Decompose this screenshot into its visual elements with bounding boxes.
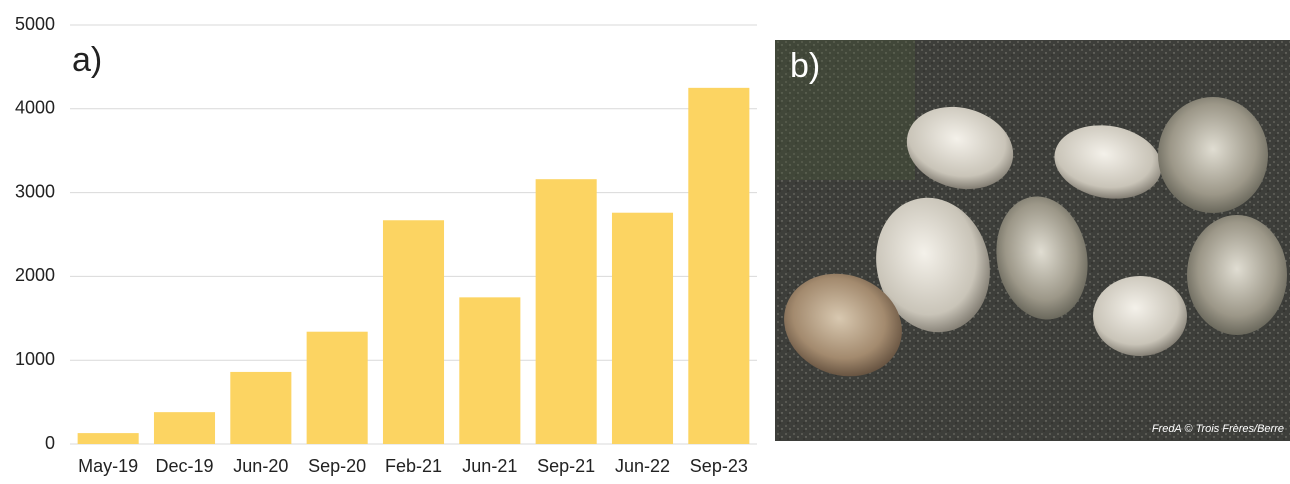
bar <box>153 412 216 444</box>
x-tick-label: Jun-21 <box>462 456 517 476</box>
x-tick-label: Sep-23 <box>690 456 748 476</box>
x-tick-label: Dec-19 <box>155 456 213 476</box>
x-tick-label: Sep-21 <box>537 456 595 476</box>
bar <box>306 331 368 444</box>
photo: b) FredA © Trois Frères/Berre <box>775 40 1290 441</box>
shell <box>784 273 902 377</box>
shell <box>996 196 1088 320</box>
y-tick-label: 2000 <box>15 265 55 285</box>
bar <box>230 371 292 444</box>
algae <box>775 40 915 180</box>
shell <box>1093 276 1187 356</box>
photo-credit: FredA © Trois Frères/Berre <box>1152 423 1284 435</box>
photo-panel-label: b) <box>790 47 820 85</box>
bar <box>688 87 750 444</box>
shell <box>906 106 1014 190</box>
shell <box>876 197 990 333</box>
x-tick-label: Jun-20 <box>233 456 288 476</box>
bar <box>611 212 674 444</box>
shell <box>1054 125 1162 199</box>
shell <box>1158 97 1268 213</box>
bar <box>459 297 521 444</box>
x-tick-label: May-19 <box>78 456 138 476</box>
y-tick-label: 0 <box>45 433 55 453</box>
shell <box>1187 215 1287 335</box>
bar <box>77 433 139 444</box>
chart-panel-label: a) <box>72 41 102 79</box>
bar <box>382 220 445 444</box>
x-tick-label: Sep-20 <box>308 456 366 476</box>
y-tick-label: 5000 <box>15 14 55 34</box>
bar <box>535 179 597 444</box>
x-tick-label: Jun-22 <box>615 456 670 476</box>
y-tick-label: 1000 <box>15 349 55 369</box>
y-tick-label: 3000 <box>15 181 55 201</box>
y-tick-label: 4000 <box>15 98 55 118</box>
x-tick-label: Feb-21 <box>385 456 442 476</box>
